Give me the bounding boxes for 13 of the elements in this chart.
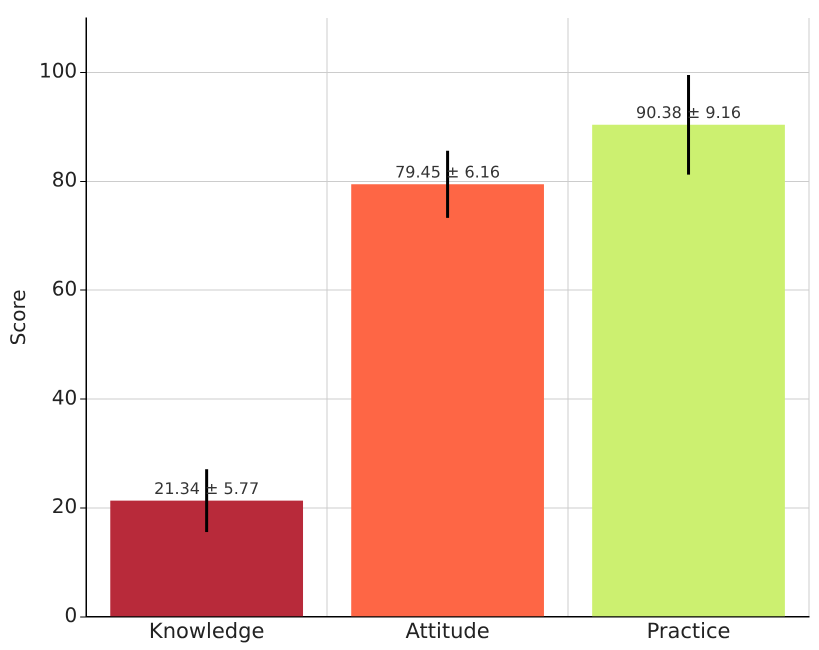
- bar: [351, 184, 544, 616]
- y-tick-label: 60: [52, 276, 78, 300]
- bar: [592, 124, 785, 616]
- y-tick-label: 100: [38, 58, 78, 83]
- y-tick-label: 20: [52, 494, 78, 518]
- y-tick-label: 40: [52, 385, 78, 410]
- y-axis-title: Score: [6, 289, 30, 346]
- y-tick-label: 80: [52, 168, 78, 192]
- bar: [110, 500, 304, 616]
- y-tick-label: 0: [64, 603, 78, 628]
- x-tick-label: Knowledge: [148, 618, 264, 643]
- x-tick-label: Attitude: [406, 618, 490, 643]
- x-tick-label: Practice: [646, 618, 730, 643]
